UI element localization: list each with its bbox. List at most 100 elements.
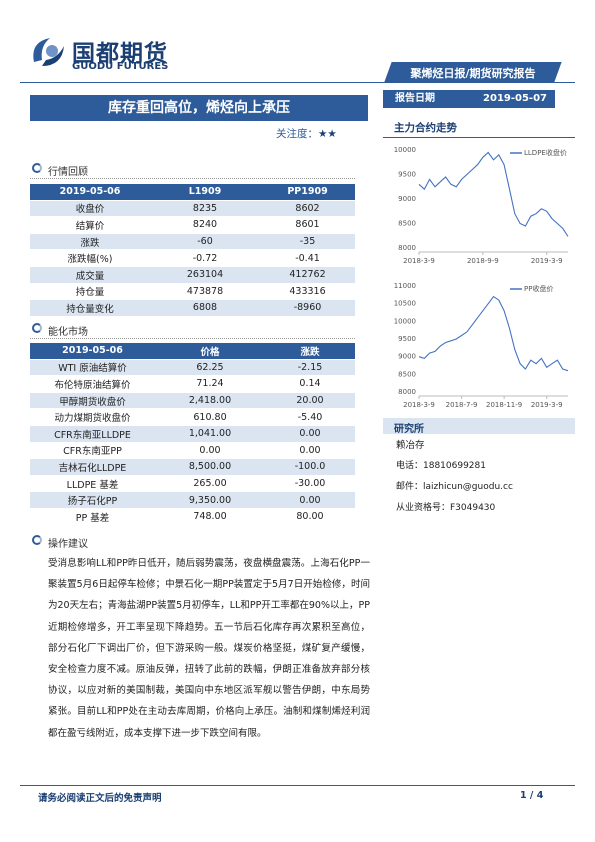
table-cell: 0.00 [265,425,355,443]
analyst: 赖冶存 [396,440,425,451]
table-row: 结算价 8240 8601 [30,216,355,234]
table-cell: 持仓量 [30,283,150,301]
table-cell: 80.00 [265,508,355,526]
x-tick-label: 2018-7-9 [446,401,478,409]
y-tick-label: 9000 [398,195,416,203]
header-rule [20,82,575,83]
line-series [418,151,569,237]
table-row: 扬子石化PP 9,350.00 0.00 [30,491,355,509]
divider [30,178,355,179]
y-tick-label: 11000 [394,282,416,290]
rule [383,137,575,138]
y-tick-label: 10000 [394,317,416,325]
y-tick-label: 10500 [394,300,416,308]
table-cell: 8,500.00 [155,458,265,476]
table-cell: PP 基差 [30,508,155,526]
table-row: 动力煤期货收盘价 610.80 -5.40 [30,408,355,426]
table-cell: WTI 原油结算价 [30,359,155,377]
table-cell: 8240 [150,216,260,234]
license: 从业资格号：F3049430 [396,503,496,513]
chart: 8000 8500 9000 9500 10000 10500 11000 2018-3-9 2… [394,282,569,409]
x-tick-label: 2018-3-9 [403,257,435,265]
table-row: 收盘价 8235 8602 [30,200,355,218]
table-cell: 412762 [260,266,355,284]
y-tick-label: 8000 [398,244,416,252]
header-cell: 价格 [155,343,265,360]
header-cell: 涨跌 [265,343,355,360]
table-cell: 8602 [260,200,355,218]
table-cell: 433316 [260,283,355,301]
table-cell: 0.14 [265,375,355,393]
table-cell: 263104 [150,266,260,284]
table-cell: -0.72 [150,249,260,267]
header-row: 2019-05-06 L1909 PP1909 [30,184,355,201]
section-heading: 操作建议 [48,539,88,550]
table-row: 涨跌幅(%) -0.72 -0.41 [30,249,355,267]
page-number: 1 / 4 [520,790,544,801]
email: 邮件：laizhicun@guodu.cc [396,482,513,492]
banner: 聚烯烃日报/期货研究报告 [410,67,536,80]
table-cell: 9,350.00 [155,491,265,509]
footer-rule [20,785,575,786]
table-row: 吉林石化LLDPE 8,500.00 -100.0 [30,458,355,476]
section-icon [32,535,42,545]
phone: 电话：18810699281 [396,461,486,471]
line-series [418,295,569,372]
table-row: CFR东南亚PP 0.00 0.00 [30,442,355,460]
research-bg [383,418,575,434]
table-cell: 涨跌 [30,233,150,251]
y-tick-label: 8500 [398,370,416,378]
header-cell: L1909 [150,184,260,201]
table-row: 涨跌 -60 -35 [30,233,355,251]
logo-english: GUODU FUTURES [72,61,169,72]
y-tick-label: 8000 [398,388,416,396]
header-cell: PP1909 [260,184,355,201]
table-cell: 布伦特原油结算价 [30,375,155,393]
table-row: PP 基差 748.00 80.00 [30,508,355,526]
table-cell: 71.24 [155,375,265,393]
table-cell: LLDPE 基差 [30,475,155,493]
table-cell: 吉林石化LLDPE [30,458,155,476]
table-cell: -5.40 [265,408,355,426]
report-title: 库存重回高位，烯烃向上承压 [30,95,368,121]
table-cell: 1,041.00 [155,425,265,443]
table-cell: 0.00 [265,442,355,460]
table-cell: 20.00 [265,392,355,410]
table-cell: 8235 [150,200,260,218]
table-cell: 473878 [150,283,260,301]
header-row: 2019-05-06 价格 涨跌 [30,343,355,360]
y-tick-label: 9500 [398,335,416,343]
table-cell: 8601 [260,216,355,234]
logo-icon [33,38,64,66]
table-row: 持仓量变化 6808 -8960 [30,299,355,317]
table-cell: -30.00 [265,475,355,493]
table-cell: CFR东南亚LLDPE [30,425,155,443]
table-row: LLDPE 基差 265.00 -30.00 [30,475,355,493]
x-tick-label: 2018-9-9 [467,257,499,265]
table-row: 布伦特原油结算价 71.24 0.14 [30,375,355,393]
table-cell: 动力煤期货收盘价 [30,408,155,426]
table-cell: 0.00 [155,442,265,460]
table-cell: CFR东南亚PP [30,442,155,460]
chart: 8000 8500 9000 9500 10000 2018-3-9 2018-9-9 201… [394,146,569,265]
table-row: CFR东南亚LLDPE 1,041.00 0.00 [30,425,355,443]
header-cell: 2019-05-06 [30,343,155,360]
y-tick-label: 8500 [398,220,416,228]
table-cell: -35 [260,233,355,251]
data-table: 2019-05-06 L1909 PP1909 收盘价 8235 8602 结算价 8240 8… [30,184,355,317]
y-tick-label: 10000 [394,146,416,154]
table-cell: 结算价 [30,216,150,234]
x-tick-label: 2018-11-9 [486,401,522,409]
table-cell: 甲醇期货收盘价 [30,392,155,410]
data-table: 2019-05-06 价格 涨跌 WTI 原油结算价 62.25 -2.15 布伦特原油结算… [30,343,355,526]
table-cell: 收盘价 [30,200,150,218]
chart-heading: 主力合约走势 [394,122,457,134]
table-cell: 0.00 [265,491,355,509]
table-row: WTI 原油结算价 62.25 -2.15 [30,359,355,377]
section-heading: 行情回顾 [48,167,88,178]
report-date-value: 2019-05-07 [483,93,547,104]
section-heading: 能化市场 [48,327,88,338]
table-row: 持仓量 473878 433316 [30,283,355,301]
table-cell: 扬子石化PP [30,491,155,509]
